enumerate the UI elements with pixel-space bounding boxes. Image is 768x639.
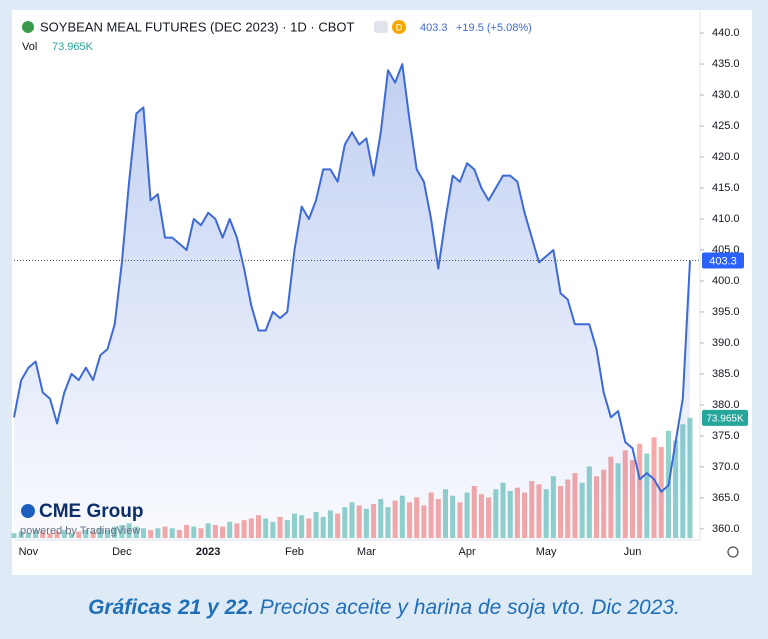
price-change: +19.5 (+5.08%) (456, 22, 532, 34)
x-tick-label: Nov (19, 546, 39, 558)
y-tick-label: 375.0 (712, 430, 740, 442)
y-tick-label: 385.0 (712, 368, 740, 380)
y-tick-label: 420.0 (712, 151, 740, 163)
y-tick-label: 395.0 (712, 306, 740, 318)
settings-icon[interactable] (727, 546, 739, 558)
brand-powered: powered by TradingView (20, 525, 140, 537)
symbol-icon (22, 21, 34, 33)
y-tick-label: 390.0 (712, 337, 740, 349)
brand-name: CME Group (39, 501, 144, 522)
price-area (14, 64, 690, 540)
y-tick-label: 435.0 (712, 58, 740, 70)
last-price-label: 403.3 (709, 255, 737, 267)
plot: 360.0 365.0 370.0 375.0 380.0 385.0 390.0 395.0… (11, 12, 748, 558)
last-price: 403.3 (420, 22, 448, 34)
y-tick-label: 415.0 (712, 182, 740, 194)
chart-title: SOYBEAN MEAL FUTURES (DEC 2023) · 1D · C… (40, 19, 355, 34)
y-tick-label: 360.0 (712, 523, 740, 535)
y-tick-label: 370.0 (712, 461, 740, 473)
volume-value: 73.965K (52, 41, 94, 53)
interval-badge-bg (392, 20, 406, 34)
volume-title: Vol (22, 41, 37, 53)
x-tick-label: Jun (624, 546, 642, 558)
x-tick-label: Mar (357, 546, 376, 558)
x-tick-label: Feb (285, 546, 304, 558)
y-tick-label: 430.0 (712, 89, 740, 101)
cme-logo (21, 504, 35, 518)
caption-label: Gráficas 21 y 22. (88, 596, 254, 619)
last-price-box (702, 252, 744, 269)
volume-last-label: 73.965K (706, 413, 744, 424)
y-tick-label: 425.0 (712, 120, 740, 132)
interval-badge: D (396, 22, 403, 32)
y-tick-label: 400.0 (712, 275, 740, 287)
x-tick-label: 2023 (196, 546, 220, 558)
y-tick-label: 410.0 (712, 213, 740, 225)
volume-last-box (702, 409, 748, 426)
y-tick-label: 380.0 (712, 399, 740, 411)
price-line (13, 63, 691, 493)
x-tick-label: May (536, 546, 557, 558)
x-tick-label: Apr (459, 546, 476, 558)
eye-icon[interactable] (374, 21, 388, 33)
caption-text: Precios aceite y harina de soja vto. Dic… (260, 596, 680, 619)
y-tick-label: 365.0 (712, 492, 740, 504)
y-tick-label: 440.0 (712, 27, 740, 39)
caption: Gráficas 21 y 22. Precios aceite y harin… (88, 596, 680, 619)
x-tick-label: Dec (112, 546, 132, 558)
